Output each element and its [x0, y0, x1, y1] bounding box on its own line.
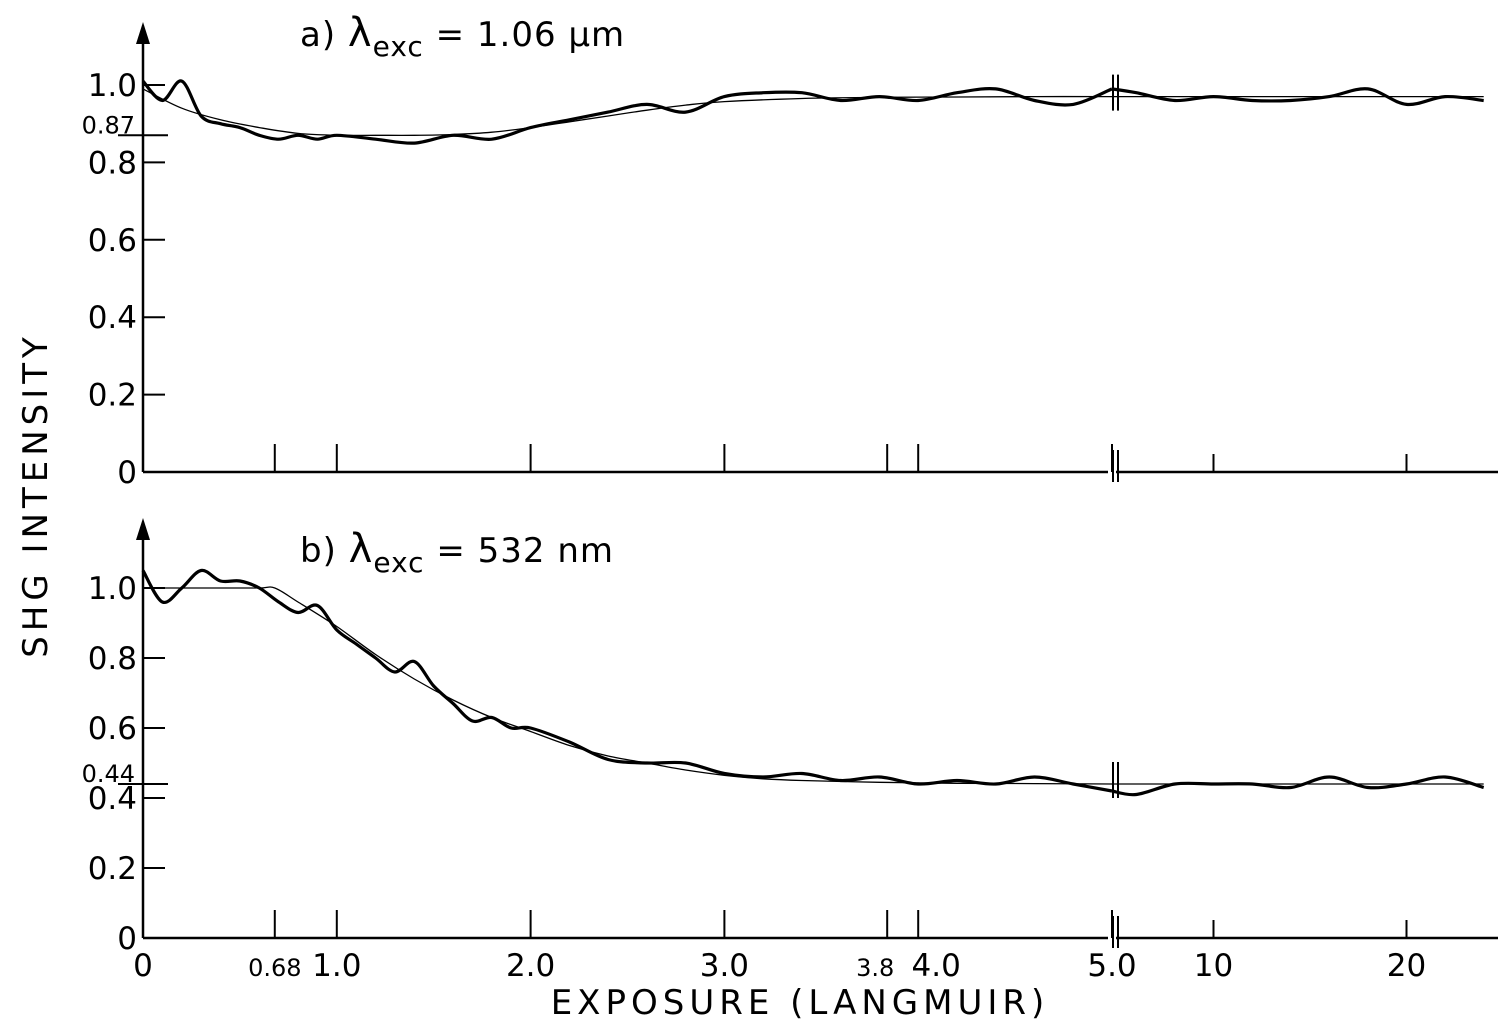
x-tick-label: 0 [133, 948, 153, 984]
y-tick-label: 0 [117, 455, 137, 491]
y-tick-label: 0.4 [88, 300, 137, 336]
marked-level-label: 0.87 [82, 111, 135, 139]
x-axis-title: EXPOSURE (LANGMUIR) [551, 983, 1050, 1021]
y-tick-label: 1.0 [88, 571, 137, 607]
panel-title: b) λexc = 532 nm [300, 526, 614, 579]
x-tick-label: 10 [1194, 948, 1233, 984]
x-tick-label: 20 [1387, 948, 1426, 984]
y-axis-arrow-icon [136, 518, 150, 540]
y-tick-label: 0.8 [88, 145, 137, 181]
measured-curve [141, 568, 1113, 793]
y-tick-label: 0.8 [88, 641, 137, 677]
panel-b-chart: 0 0.2 0.4 0.6 0.8 1.0 0.44 b) λexc = 532 nm 0 0.6… [82, 518, 1498, 984]
fit-curve [142, 586, 1113, 785]
panel-title: a) λexc = 1.06 μm [300, 10, 625, 63]
y-tick-label: 0.2 [88, 378, 137, 414]
y-tick-label: 0.6 [88, 223, 137, 259]
x-tick-label: 3.8 [856, 954, 894, 982]
x-tick-label: 1.0 [312, 948, 361, 984]
y-tick-label: 0 [117, 921, 137, 957]
panel-a-chart: 0 0.2 0.4 0.6 0.8 1.0 0.87 a) λexc = 1.06 μm [82, 10, 1498, 491]
x-tick-label: 0.68 [248, 954, 301, 982]
measured-curve [1111, 775, 1485, 797]
measured-curve [141, 79, 1113, 145]
x-tick-label: 4.0 [912, 948, 961, 984]
marked-level-label: 0.44 [82, 760, 135, 788]
x-tick-label: 3.0 [700, 948, 749, 984]
y-tick-label: 1.0 [88, 68, 137, 104]
y-tick-label: 0.2 [88, 851, 137, 887]
x-tick-label: 5.0 [1087, 948, 1136, 984]
fit-curve [142, 88, 1113, 137]
shared-axis-labels: SHG INTENSITY EXPOSURE (LANGMUIR) [16, 332, 1050, 1021]
measured-curve [1111, 87, 1484, 107]
y-tick-label: 0.6 [88, 711, 137, 747]
y-axis-title: SHG INTENSITY [16, 332, 56, 658]
x-tick-label: 2.0 [506, 948, 555, 984]
y-axis-arrow-icon [136, 22, 150, 44]
y-tick-label: 0.4 [88, 781, 137, 817]
